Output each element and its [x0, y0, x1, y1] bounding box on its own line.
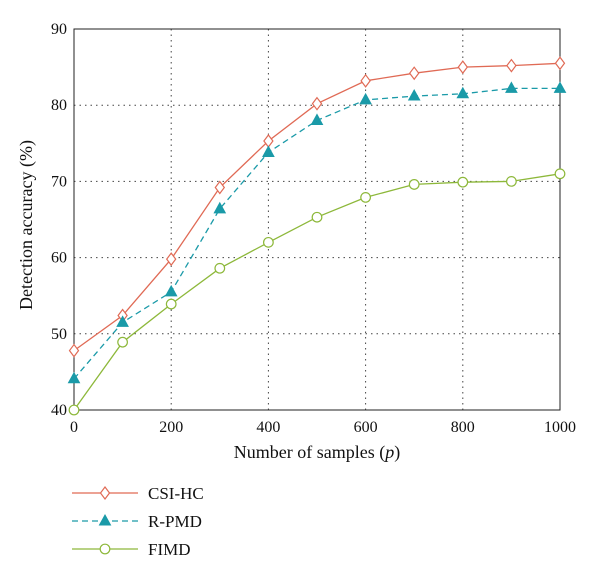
data-point	[164, 284, 178, 297]
series-r-pmd	[67, 81, 567, 384]
legend-label: FIMD	[148, 540, 191, 559]
data-point	[359, 92, 372, 105]
data-point	[554, 56, 566, 71]
x-axis-label-variable: p	[383, 442, 394, 462]
y-tick-label: 80	[51, 97, 67, 114]
series-fimd	[68, 168, 566, 416]
data-point	[214, 262, 226, 274]
data-point	[67, 371, 81, 384]
legend-entry: CSI-HC	[72, 484, 204, 503]
legend-entry: FIMD	[72, 540, 191, 559]
x-tick-label: 800	[451, 419, 475, 436]
x-axis-label: Number of samples (p)	[234, 442, 400, 463]
x-axis-label-suffix: )	[394, 442, 400, 463]
series-layer	[67, 56, 567, 416]
legend-label: CSI-HC	[148, 484, 204, 503]
data-point	[407, 89, 421, 101]
data-point	[68, 404, 80, 416]
data-point	[310, 113, 324, 125]
x-tick-label: 200	[159, 419, 183, 436]
legend-entry: R-PMD	[72, 512, 202, 531]
series-line	[73, 173, 561, 411]
axis-ticks: 0 200 400 600 800 1000 40 50 60 70 80 90	[51, 21, 576, 436]
data-point	[214, 180, 226, 195]
data-point	[553, 81, 567, 93]
x-axis-label-prefix: Number of samples (	[234, 442, 385, 463]
data-point	[117, 336, 128, 348]
data-point	[68, 343, 80, 358]
y-tick-label: 70	[51, 173, 67, 190]
legend-label: R-PMD	[148, 512, 202, 531]
series-line	[73, 87, 560, 380]
data-point	[263, 134, 274, 149]
data-point	[456, 86, 470, 99]
data-point	[311, 96, 323, 111]
data-point	[554, 168, 566, 180]
data-point	[408, 66, 420, 81]
plot-frame	[73, 28, 561, 411]
legend: CSI-HC R-PMD FIMD	[72, 484, 204, 559]
y-tick-label: 90	[51, 21, 67, 38]
y-tick-label: 60	[51, 250, 67, 267]
data-point	[360, 73, 371, 88]
data-point	[311, 211, 323, 223]
data-point	[506, 58, 517, 73]
data-point	[506, 175, 517, 187]
legend-marker	[98, 513, 112, 526]
legend-marker	[99, 543, 111, 555]
data-point	[408, 179, 420, 190]
x-tick-label: 0	[70, 419, 78, 436]
y-axis-label: Detection accuracy (%)	[16, 140, 37, 310]
x-tick-label: 600	[354, 419, 378, 436]
y-tick-label: 50	[51, 326, 67, 343]
data-point	[457, 60, 469, 75]
data-point	[505, 81, 518, 93]
data-point	[360, 192, 372, 203]
data-point	[457, 176, 469, 188]
data-point	[262, 145, 275, 157]
data-point	[263, 236, 274, 248]
x-tick-label: 400	[256, 419, 280, 436]
x-tick-label: 1000	[544, 419, 576, 436]
legend-marker	[99, 486, 111, 500]
y-tick-label: 40	[51, 402, 67, 419]
data-point	[213, 201, 227, 214]
series-csi-hc	[68, 56, 566, 358]
data-point	[165, 298, 177, 310]
data-point	[165, 252, 177, 267]
data-point	[116, 315, 129, 327]
